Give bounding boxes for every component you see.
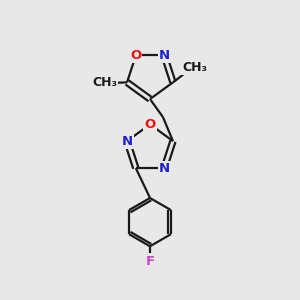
Text: F: F xyxy=(146,254,154,268)
Text: N: N xyxy=(159,162,170,175)
Text: N: N xyxy=(122,135,133,148)
Text: N: N xyxy=(159,49,170,62)
Text: CH₃: CH₃ xyxy=(182,61,207,74)
Text: CH₃: CH₃ xyxy=(92,76,118,89)
Text: O: O xyxy=(144,118,156,131)
Text: O: O xyxy=(130,49,141,62)
